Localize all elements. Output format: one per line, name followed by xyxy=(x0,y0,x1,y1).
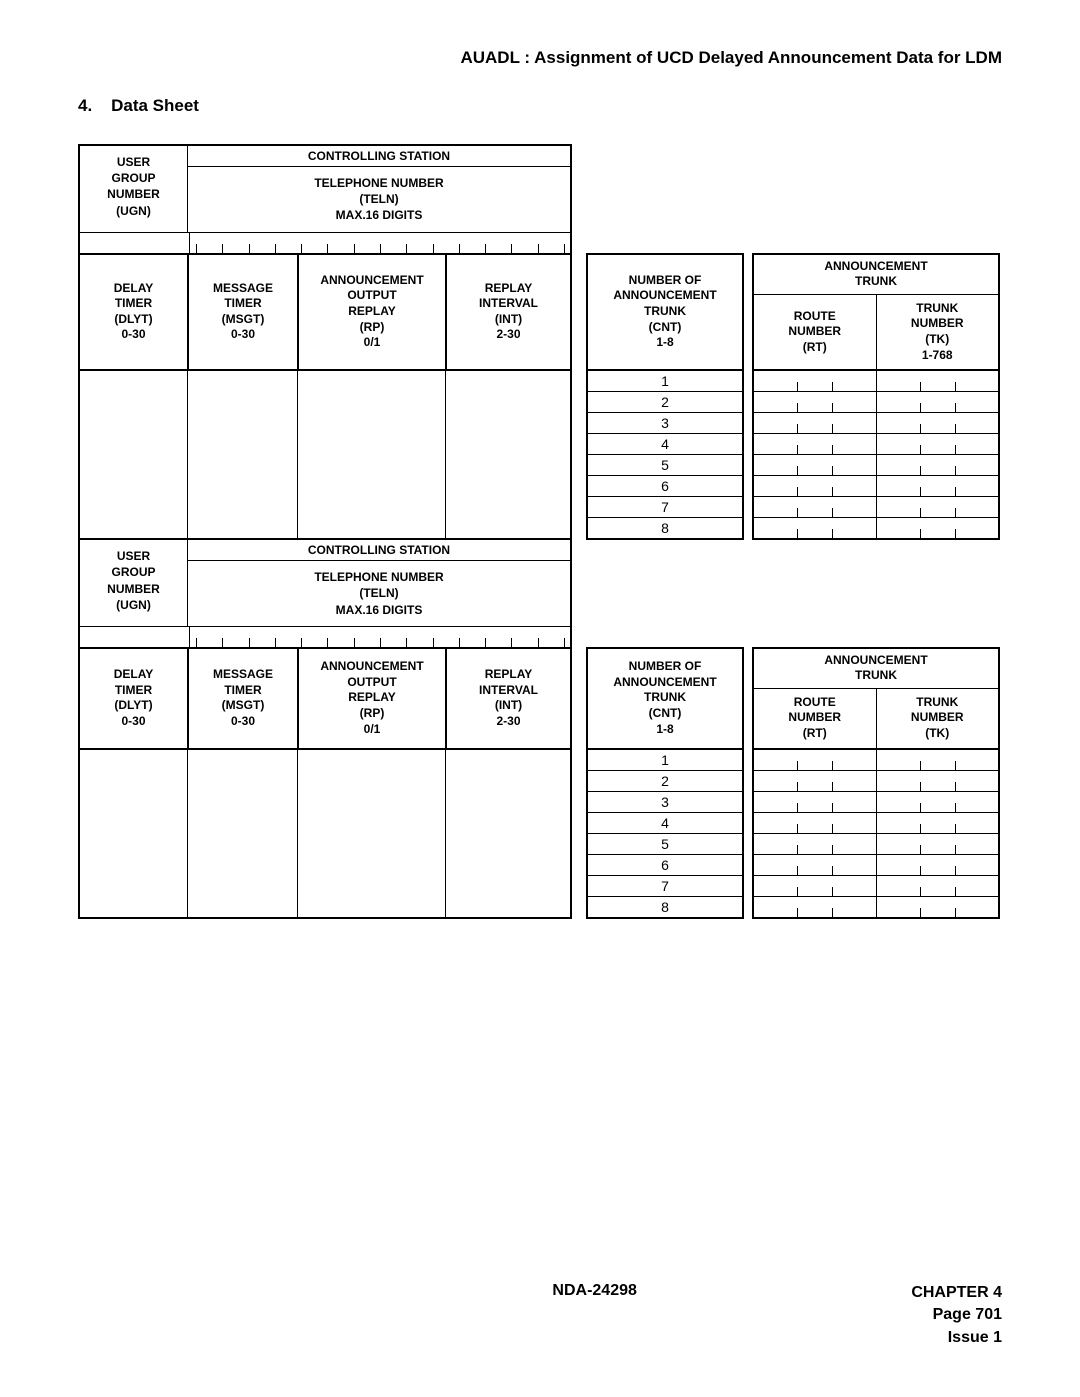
cnt-row: 8 xyxy=(588,518,742,538)
tick-row xyxy=(754,834,876,855)
ugn-label: USER GROUP NUMBER (UGN) xyxy=(107,549,160,612)
tick-row xyxy=(754,855,876,876)
tick-row xyxy=(754,771,876,792)
footer-doc-id: NDA-24298 xyxy=(278,1282,911,1349)
cnt-row: 7 xyxy=(588,497,742,518)
teln-label: TELEPHONE NUMBER (TELN) MAX.16 DIGITS xyxy=(188,167,570,232)
tick-row xyxy=(877,834,999,855)
tick-row xyxy=(754,371,876,392)
cnt-data-area: 12345678 xyxy=(586,750,744,919)
tick-row xyxy=(877,476,999,497)
tick-row xyxy=(754,792,876,813)
tick-row xyxy=(754,813,876,834)
announcement-trunk-header: ANNOUNCEMENT TRUNK ROUTE NUMBER (RT) TRU… xyxy=(752,647,1000,750)
cnt-header: NUMBER OF ANNOUNCEMENT TRUNK (CNT) 1-8 xyxy=(586,647,744,750)
cnt-row: 1 xyxy=(588,750,742,771)
footer-page: Page 701 xyxy=(911,1304,1002,1326)
tick-row xyxy=(754,518,876,538)
tick-row xyxy=(877,518,999,538)
tk-header: TRUNK NUMBER (TK) xyxy=(877,689,999,748)
dlyt-header: DELAY TIMER (DLYT) 0-30 xyxy=(78,253,188,372)
ugn-header: USER GROUP NUMBER (UGN) xyxy=(78,144,188,232)
rp-header: ANNOUNCEMENT OUTPUT REPLAY (RP) 0/1 xyxy=(298,253,446,372)
tick-row xyxy=(877,876,999,897)
tick-row xyxy=(877,392,999,413)
teln-input-cell xyxy=(190,233,570,253)
cnt-header: NUMBER OF ANNOUNCEMENT TRUNK (CNT) 1-8 xyxy=(586,253,744,372)
tick-row xyxy=(754,455,876,476)
cnt-data-area: 12345678 xyxy=(586,371,744,540)
tick-row xyxy=(877,792,999,813)
tk-header: TRUNK NUMBER (TK) 1-768 xyxy=(877,295,999,369)
cnt-row: 5 xyxy=(588,455,742,476)
cnt-row: 2 xyxy=(588,771,742,792)
cnt-row: 8 xyxy=(588,897,742,917)
ugn-label: USER GROUP NUMBER (UGN) xyxy=(107,155,160,218)
params-data-area xyxy=(78,371,572,540)
ugn-input-cell xyxy=(80,627,190,647)
tick-row xyxy=(877,897,999,917)
tick-row xyxy=(877,497,999,518)
tick-row xyxy=(754,876,876,897)
tick-row xyxy=(877,371,999,392)
cnt-row: 4 xyxy=(588,434,742,455)
tick-row xyxy=(754,392,876,413)
tick-row xyxy=(877,813,999,834)
announcement-trunk-header: ANNOUNCEMENT TRUNK ROUTE NUMBER (RT) TRU… xyxy=(752,253,1000,372)
cnt-row: 3 xyxy=(588,792,742,813)
ugn-input-cell xyxy=(80,233,190,253)
section-name: Data Sheet xyxy=(111,96,199,115)
tick-row xyxy=(754,497,876,518)
footer-right: CHAPTER 4 Page 701 Issue 1 xyxy=(911,1282,1002,1349)
msgt-header: MESSAGE TIMER (MSGT) 0-30 xyxy=(188,647,298,750)
cnt-row: 6 xyxy=(588,855,742,876)
tick-row xyxy=(877,855,999,876)
footer-chapter: CHAPTER 4 xyxy=(911,1282,1002,1304)
section-number: 4. xyxy=(78,96,92,115)
ugn-header: USER GROUP NUMBER (UGN) xyxy=(78,538,188,626)
controlling-station-label: CONTROLLING STATION xyxy=(188,540,570,561)
cnt-row: 4 xyxy=(588,813,742,834)
section-title: 4. Data Sheet xyxy=(78,96,1002,116)
cnt-row: 3 xyxy=(588,413,742,434)
footer-issue: Issue 1 xyxy=(911,1327,1002,1349)
int-header: REPLAY INTERVAL (INT) 2-30 xyxy=(446,647,572,750)
tick-row xyxy=(754,897,876,917)
cnt-row: 5 xyxy=(588,834,742,855)
page: AUADL : Assignment of UCD Delayed Announ… xyxy=(0,0,1080,1397)
tick-row xyxy=(754,434,876,455)
tick-row xyxy=(877,750,999,771)
tick-row xyxy=(877,413,999,434)
page-footer: NDA-24298 CHAPTER 4 Page 701 Issue 1 xyxy=(78,1282,1002,1349)
tick-row xyxy=(877,771,999,792)
tick-row xyxy=(754,476,876,497)
datasheet-block-1: USER GROUP NUMBER (UGN) CONTROLLING STAT… xyxy=(78,144,1002,540)
cnt-row: 7 xyxy=(588,876,742,897)
datasheet-block-2: USER GROUP NUMBER (UGN) CONTROLLING STAT… xyxy=(78,538,1002,919)
msgt-header: MESSAGE TIMER (MSGT) 0-30 xyxy=(188,253,298,372)
cnt-row: 2 xyxy=(588,392,742,413)
page-header-title: AUADL : Assignment of UCD Delayed Announ… xyxy=(78,48,1002,68)
dlyt-header: DELAY TIMER (DLYT) 0-30 xyxy=(78,647,188,750)
ann-data-area xyxy=(752,371,1000,540)
tick-row xyxy=(754,413,876,434)
rp-header: ANNOUNCEMENT OUTPUT REPLAY (RP) 0/1 xyxy=(298,647,446,750)
ann-data-area xyxy=(752,750,1000,919)
int-header: REPLAY INTERVAL (INT) 2-30 xyxy=(446,253,572,372)
tick-row xyxy=(877,434,999,455)
teln-label: TELEPHONE NUMBER (TELN) MAX.16 DIGITS xyxy=(188,561,570,626)
rt-header: ROUTE NUMBER (RT) xyxy=(754,689,877,748)
controlling-station-label: CONTROLLING STATION xyxy=(188,146,570,167)
params-data-area xyxy=(78,750,572,919)
tick-row xyxy=(877,455,999,476)
cnt-row: 6 xyxy=(588,476,742,497)
rt-header: ROUTE NUMBER (RT) xyxy=(754,295,877,369)
tick-row xyxy=(754,750,876,771)
teln-input-cell xyxy=(190,627,570,647)
cnt-row: 1 xyxy=(588,371,742,392)
